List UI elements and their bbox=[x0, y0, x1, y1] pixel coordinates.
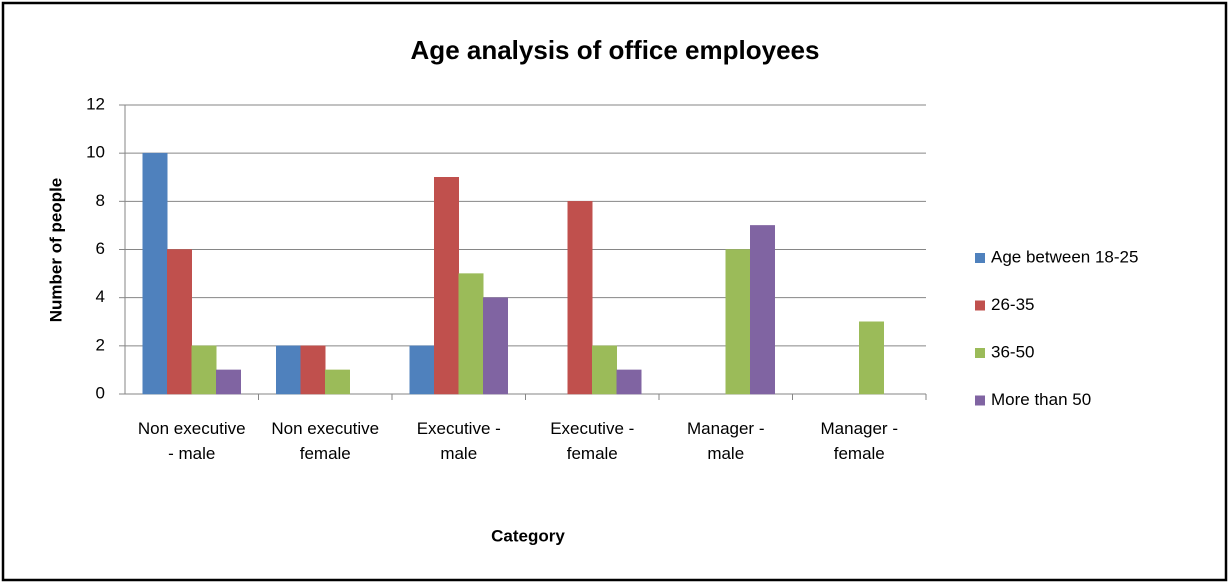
legend-label: Age between 18-25 bbox=[991, 247, 1138, 266]
bar bbox=[409, 345, 435, 395]
bar bbox=[483, 297, 508, 395]
y-axis-label: Number of people bbox=[46, 178, 65, 323]
bar bbox=[276, 345, 301, 395]
legend-marker bbox=[975, 253, 985, 263]
y-tick-label: 0 bbox=[96, 383, 105, 402]
legend-label: More than 50 bbox=[991, 390, 1091, 409]
bar bbox=[216, 369, 241, 395]
x-axis-label: Category bbox=[491, 526, 565, 545]
y-tick-label: 10 bbox=[86, 143, 105, 162]
y-tick-label: 12 bbox=[86, 94, 105, 113]
bar bbox=[859, 321, 884, 395]
x-tick-label: Manager - male bbox=[687, 419, 765, 463]
y-tick-label: 6 bbox=[96, 239, 105, 258]
chart-title: Age analysis of office employees bbox=[411, 35, 820, 65]
bar bbox=[567, 201, 593, 395]
bar bbox=[458, 273, 484, 395]
bar bbox=[300, 345, 326, 395]
legend-marker bbox=[975, 348, 985, 358]
legend-label: 26-35 bbox=[991, 295, 1034, 314]
bar bbox=[616, 369, 642, 395]
bar bbox=[725, 249, 751, 395]
bar bbox=[592, 345, 617, 395]
legend-marker bbox=[975, 395, 985, 406]
legend-marker bbox=[975, 300, 985, 311]
bar bbox=[325, 369, 350, 395]
legend-label: 36-50 bbox=[991, 342, 1034, 361]
y-tick-label: 8 bbox=[96, 191, 105, 210]
bar bbox=[750, 225, 775, 395]
bar bbox=[191, 345, 217, 395]
x-tick-label: Non executive female bbox=[271, 419, 380, 463]
x-tick-label: Non executive - male bbox=[137, 419, 246, 463]
x-tick-label: Executive - male bbox=[416, 419, 501, 463]
x-tick-label: Executive - female bbox=[550, 419, 635, 463]
bar bbox=[434, 177, 459, 395]
x-tick-label: Manager - female bbox=[820, 419, 898, 463]
bar bbox=[142, 152, 168, 395]
bar bbox=[167, 249, 192, 395]
y-tick-label: 4 bbox=[96, 287, 105, 306]
y-tick-label: 2 bbox=[96, 335, 105, 354]
